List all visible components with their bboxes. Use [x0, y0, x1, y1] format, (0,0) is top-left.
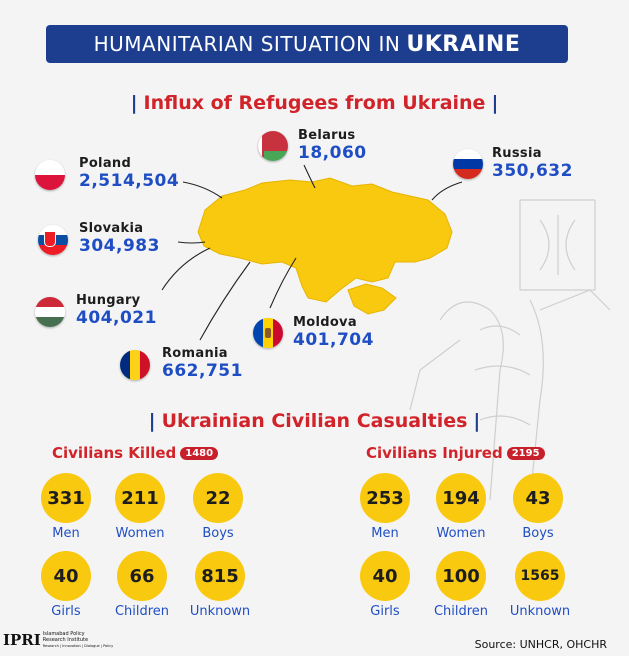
line-slovakia: [177, 241, 206, 244]
line-belarus: [303, 164, 316, 189]
belarus-flag-icon: [258, 131, 288, 161]
moldova-flag-icon: [253, 318, 283, 348]
source-credit: Source: UNHCR, OHCHR: [474, 638, 607, 651]
killed-men: 331 Men: [31, 473, 101, 541]
killed-children: 66 Children: [107, 551, 177, 619]
killed-women: 211 Women: [105, 473, 175, 541]
country-russia: Russia 350,632: [492, 146, 573, 181]
injured-title: Civilians Injured 2195: [366, 444, 545, 462]
poland-flag-icon: [35, 160, 65, 190]
title-country: UKRAINE: [406, 31, 521, 57]
country-poland: Poland 2,514,504: [79, 156, 180, 191]
injured-girls: 40 Girls: [350, 551, 420, 619]
title-prefix: HUMANITARIAN SITUATION IN: [93, 32, 401, 56]
country-moldova: Moldova 401,704: [293, 315, 374, 350]
killed-total-badge: 1480: [180, 447, 219, 460]
casualties-heading: | Ukrainian Civilian Casualties |: [148, 410, 481, 432]
line-poland: [182, 181, 223, 199]
killed-title: Civilians Killed 1480: [52, 444, 219, 462]
title-banner: HUMANITARIAN SITUATION IN UKRAINE: [46, 25, 568, 63]
killed-boys: 22 Boys: [183, 473, 253, 541]
killed-girls: 40 Girls: [31, 551, 101, 619]
country-belarus: Belarus 18,060: [298, 128, 367, 163]
line-romania: [199, 261, 251, 341]
line-moldova: [269, 257, 297, 309]
casualties-heading-text: Ukrainian Civilian Casualties: [161, 410, 468, 432]
russia-flag-icon: [453, 149, 483, 179]
injured-children: 100 Children: [426, 551, 496, 619]
ipri-logo: IPRI Islamabad Policy Research Institute…: [3, 631, 114, 649]
country-slovakia: Slovakia 304,983: [79, 221, 160, 256]
slovakia-flag-icon: [38, 225, 68, 255]
injured-total-badge: 2195: [506, 447, 545, 460]
injured-unknown: 1565 Unknown: [505, 551, 575, 619]
line-hungary: [161, 247, 211, 291]
injured-women: 194 Women: [426, 473, 496, 541]
country-romania: Romania 662,751: [162, 346, 243, 381]
monument-watermark: [409, 199, 611, 500]
romania-flag-icon: [120, 350, 150, 380]
hungary-flag-icon: [35, 297, 65, 327]
killed-unknown: 815 Unknown: [185, 551, 255, 619]
injured-men: 253 Men: [350, 473, 420, 541]
refugees-heading: | Influx of Refugees from Ukraine |: [130, 92, 499, 114]
country-hungary: Hungary 404,021: [76, 293, 157, 328]
refugees-heading-text: Influx of Refugees from Ukraine: [143, 92, 486, 114]
injured-boys: 43 Boys: [503, 473, 573, 541]
